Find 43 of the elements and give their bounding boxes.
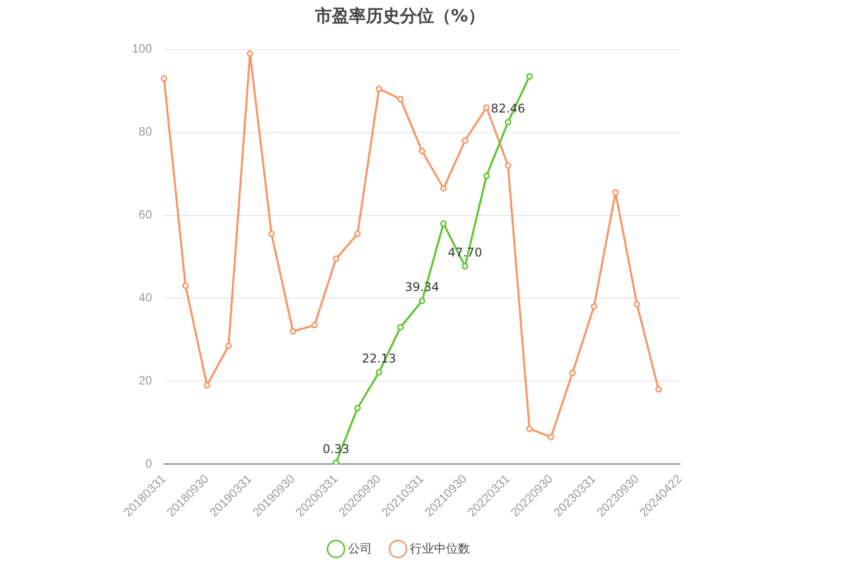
point: [246, 50, 254, 57]
point: [526, 73, 533, 80]
point: [504, 118, 512, 126]
point: [418, 298, 426, 304]
y-tick-label: 0: [145, 456, 152, 470]
point: [655, 386, 662, 393]
point: [634, 301, 640, 308]
point: [376, 369, 382, 376]
point: [397, 96, 404, 102]
point: [548, 434, 554, 440]
point: [311, 322, 318, 328]
point: [462, 137, 468, 144]
point: [182, 282, 189, 290]
y-tick-label: 40: [138, 290, 152, 305]
point: [569, 370, 576, 376]
point: [504, 162, 512, 169]
point: [483, 104, 490, 111]
point: [160, 75, 168, 82]
point: [354, 404, 361, 412]
y-tick-label: 100: [132, 42, 152, 56]
legend-label: 公司: [348, 541, 372, 556]
point: [332, 459, 340, 464]
point: [483, 172, 490, 180]
point: [612, 189, 619, 196]
y-tick-label: 20: [138, 373, 152, 388]
point: [440, 220, 447, 227]
point: [526, 426, 533, 432]
point: [225, 342, 232, 350]
point: [204, 382, 210, 389]
point: [268, 230, 275, 238]
point: [397, 324, 404, 330]
point: [462, 263, 468, 270]
legend-label: 行业中位数: [410, 541, 470, 556]
point: [440, 185, 447, 192]
point: [354, 230, 361, 238]
point: [376, 86, 382, 92]
point: [418, 148, 426, 154]
point: [332, 256, 340, 262]
chart-title: 市盈率历史分位（%）: [314, 6, 486, 27]
point: [590, 303, 598, 310]
y-tick-label: 60: [138, 208, 152, 222]
point: [290, 328, 296, 335]
y-tick-label: 80: [138, 124, 152, 139]
